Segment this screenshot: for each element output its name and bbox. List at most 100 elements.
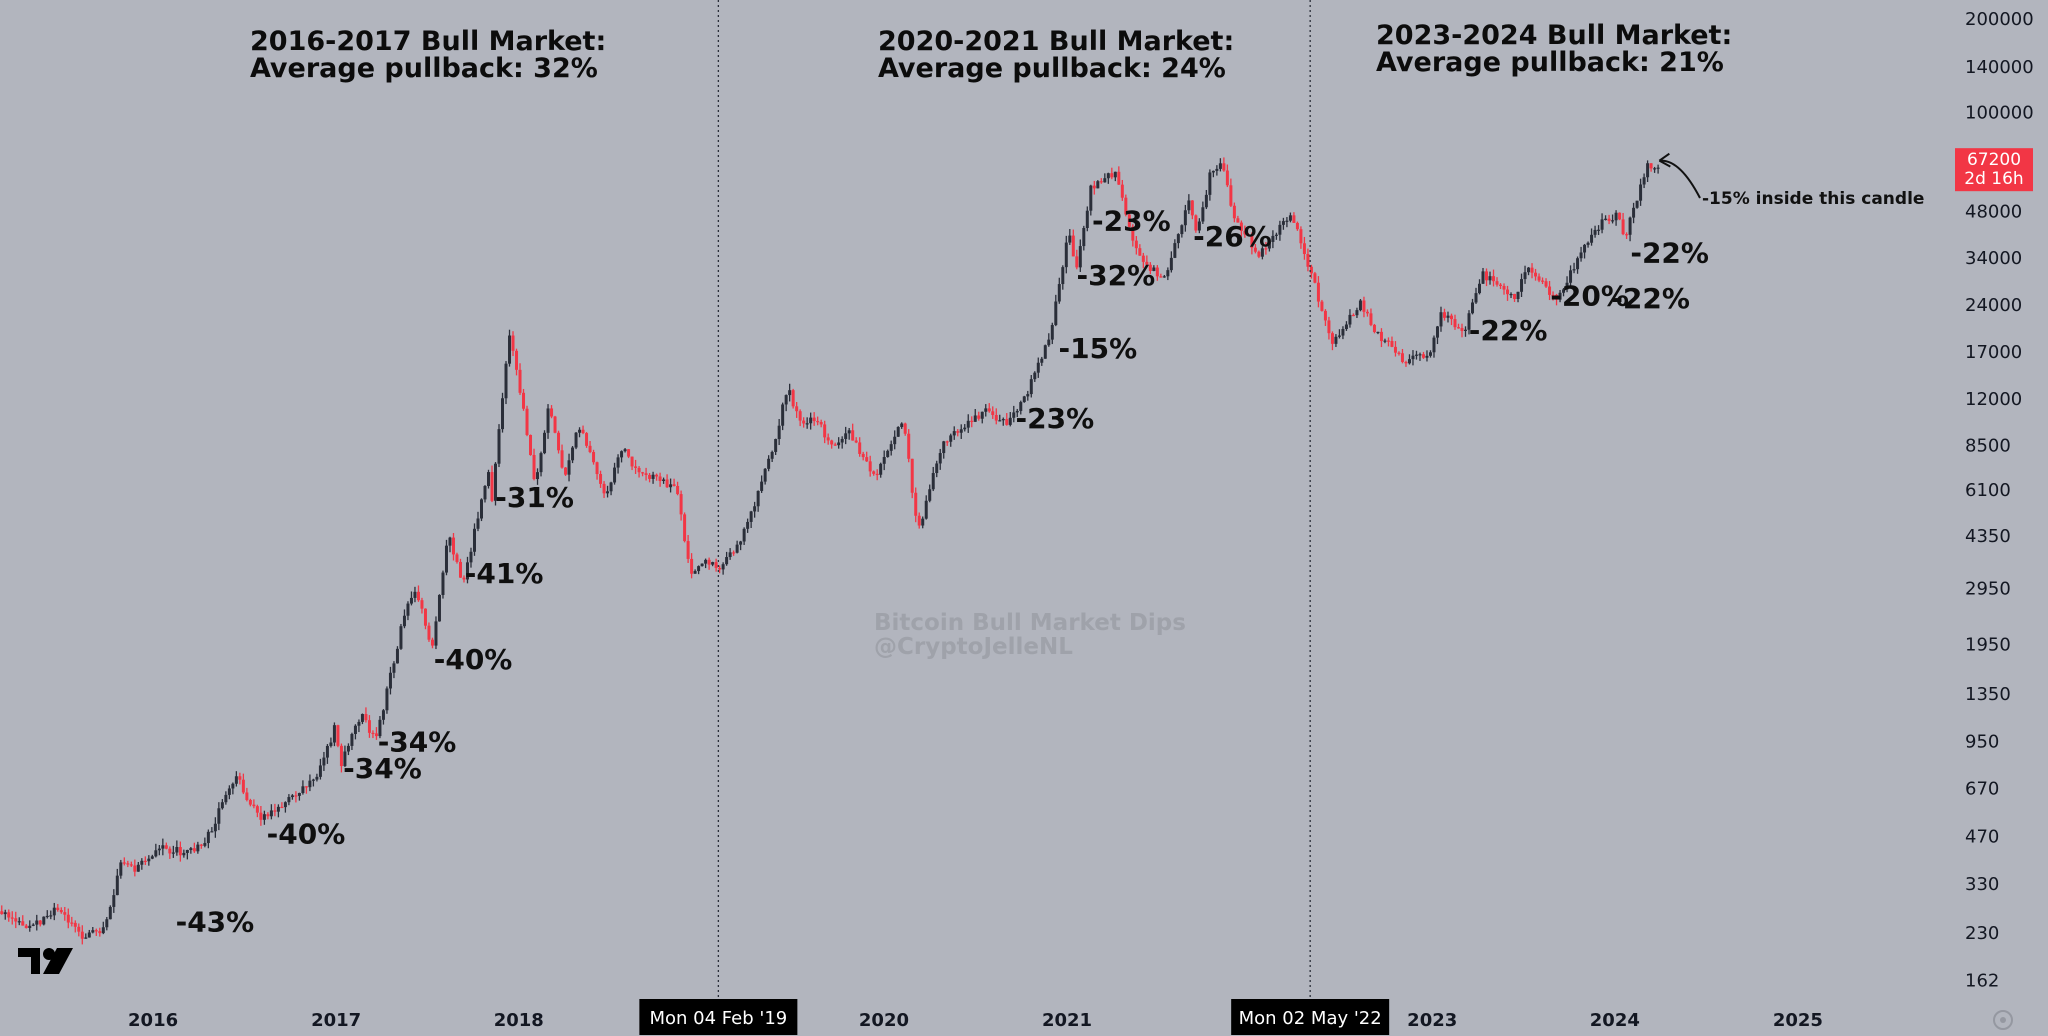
candle: [1579, 246, 1583, 262]
dip-label: -26%: [1193, 220, 1272, 253]
candle: [252, 799, 256, 809]
candle-body: [1635, 200, 1639, 208]
candle: [31, 923, 35, 927]
candle: [518, 363, 522, 395]
x-tick-label: 2018: [494, 1010, 544, 1031]
candle-body: [154, 850, 158, 857]
candle: [7, 909, 11, 922]
candle: [1467, 310, 1471, 335]
candle-body: [588, 445, 592, 453]
candle: [378, 716, 382, 739]
candle-body: [980, 411, 984, 419]
candle-body: [1204, 194, 1208, 208]
candle-body: [1639, 184, 1643, 201]
y-tick-label: 8500: [1965, 435, 2011, 456]
candle-body: [1260, 248, 1264, 257]
candle-body: [1418, 354, 1422, 356]
candle-body: [476, 518, 480, 529]
candle: [1562, 287, 1566, 297]
candle-body: [1061, 267, 1065, 285]
tradingview-logo-icon: [18, 948, 73, 974]
candle: [753, 501, 757, 518]
candle-body: [938, 453, 942, 464]
candle-body: [1439, 312, 1443, 327]
candle-body: [1190, 200, 1194, 216]
candle-body: [525, 408, 529, 435]
candle-body: [469, 551, 473, 563]
candle-body: [371, 732, 375, 735]
candle-body: [1106, 173, 1110, 179]
candle: [889, 440, 893, 456]
candle-body: [532, 454, 536, 480]
candle-body: [301, 786, 305, 794]
candle-body: [367, 720, 371, 733]
candle-body: [956, 431, 960, 433]
candle: [1471, 298, 1475, 315]
candle-body: [339, 745, 343, 767]
candle: [1537, 273, 1541, 283]
dip-label: -23%: [1016, 402, 1095, 435]
candle: [1281, 217, 1285, 230]
candle-body: [546, 408, 550, 433]
candle-body: [1435, 326, 1439, 338]
candle-body: [308, 780, 312, 788]
candle: [259, 806, 263, 826]
candle-body: [1414, 354, 1418, 356]
candle: [84, 933, 88, 939]
candle-body: [280, 806, 284, 809]
candle: [304, 786, 308, 794]
candle-body: [1145, 261, 1149, 265]
candle-body: [952, 431, 956, 436]
candle-body: [479, 499, 483, 519]
candle-body: [648, 474, 652, 479]
candle-body: [928, 489, 932, 501]
candle: [1646, 160, 1650, 183]
candle: [59, 907, 63, 914]
candle-body: [1064, 242, 1068, 268]
candle: [217, 802, 221, 831]
candle-body: [1485, 271, 1489, 281]
candle: [522, 388, 526, 411]
chart-settings-icon[interactable]: [1993, 1010, 2013, 1030]
candle: [1288, 212, 1292, 223]
candle: [1292, 212, 1296, 223]
y-tick-label: 470: [1965, 826, 1999, 847]
candle: [406, 601, 410, 621]
candle: [1618, 212, 1622, 221]
candle: [1204, 189, 1208, 210]
candle: [1481, 267, 1485, 285]
candle: [1005, 413, 1009, 426]
candle-body: [1320, 301, 1324, 311]
candle-body: [91, 930, 95, 933]
candle-body: [714, 562, 718, 568]
candle: [1544, 278, 1548, 288]
candle: [1197, 218, 1201, 234]
candle-body: [1527, 267, 1531, 273]
candle-body: [686, 541, 690, 559]
candle-body: [441, 572, 445, 595]
candle-body: [497, 429, 501, 464]
candle-body: [329, 742, 333, 746]
candle-body: [868, 461, 872, 472]
candle-body: [66, 914, 70, 923]
candle-body: [1029, 379, 1033, 395]
candle-body: [269, 810, 273, 817]
candle-body: [360, 714, 364, 722]
region-title-3-line1: 2023-2024 Bull Market:: [1376, 20, 1732, 51]
candle-body: [515, 350, 519, 370]
candle: [1211, 170, 1215, 178]
candle: [206, 829, 210, 849]
candle-body: [889, 444, 893, 451]
candle: [94, 928, 98, 936]
candle: [1541, 277, 1545, 285]
candle-body: [192, 848, 196, 852]
candle-body: [245, 792, 249, 800]
candle: [644, 467, 648, 481]
candle: [900, 422, 904, 429]
candle: [483, 485, 487, 503]
candle-body: [1316, 282, 1320, 302]
candle: [178, 841, 182, 862]
candle-body: [1351, 314, 1355, 317]
